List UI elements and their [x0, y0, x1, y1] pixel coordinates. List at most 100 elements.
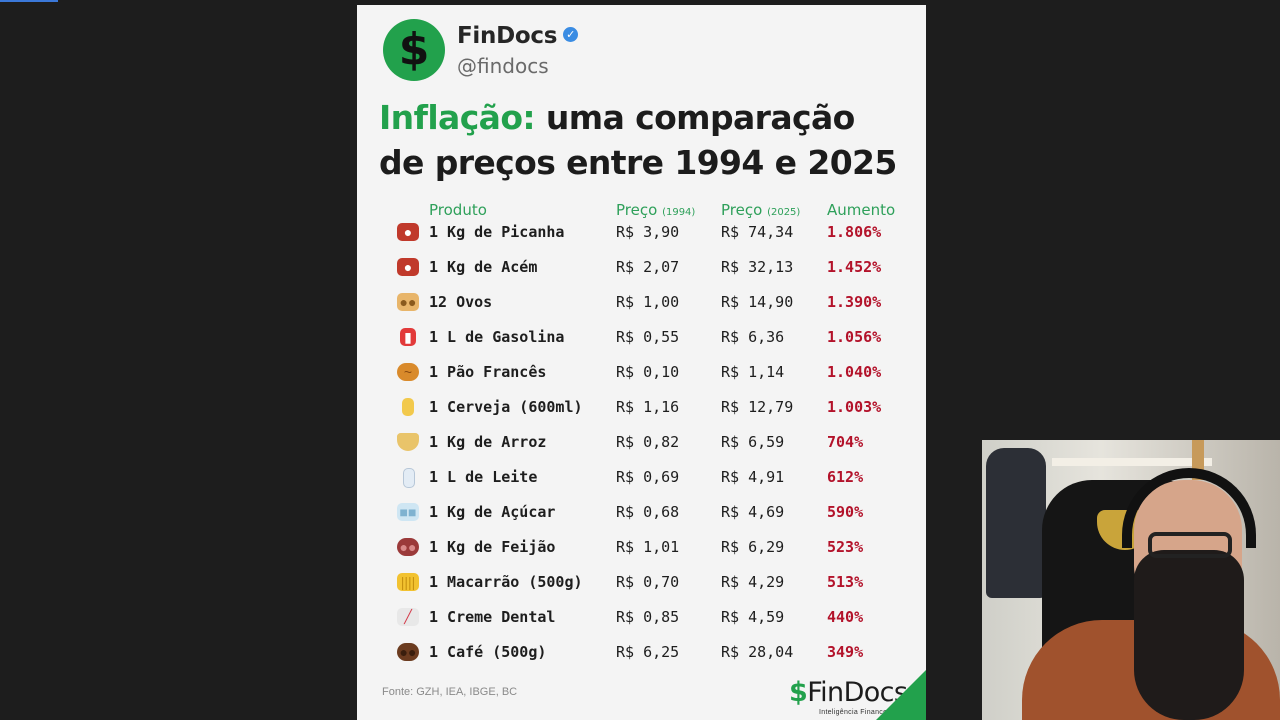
increase-percent: 612% — [827, 468, 864, 486]
sugar-cubes-icon: ■■ — [397, 503, 419, 521]
title-highlight: Inflação: — [379, 98, 536, 137]
price-1994: R$ 0,10 — [616, 363, 680, 381]
header-product: Produto — [429, 201, 487, 219]
webcam-overlay — [982, 440, 1280, 720]
beans-icon: ●● — [397, 538, 419, 556]
price-1994: R$ 0,68 — [616, 503, 680, 521]
product-name: 1 Kg de Feijão — [429, 538, 556, 556]
meat-icon: ● — [397, 223, 419, 241]
increase-percent: 349% — [827, 643, 864, 661]
bread-icon: ~ — [397, 363, 419, 381]
increase-percent: 1.040% — [827, 363, 882, 381]
table-row: ●● 1 Café (500g) R$ 6,25 R$ 28,04 349% — [357, 639, 926, 669]
price-1994: R$ 3,90 — [616, 223, 680, 241]
account-name[interactable]: FinDocs ✓ — [457, 23, 579, 49]
price-2025: R$ 6,59 — [721, 433, 785, 451]
fuel-pump-icon: ▮ — [400, 328, 416, 346]
table-row: |||| 1 Macarrão (500g) R$ 0,70 R$ 4,29 5… — [357, 569, 926, 599]
price-2025: R$ 74,34 — [721, 223, 794, 241]
header-price-1994-year: (1994) — [662, 207, 696, 218]
beer-icon — [402, 398, 414, 416]
price-2025: R$ 4,59 — [721, 608, 785, 626]
product-name: 1 Café (500g) — [429, 643, 547, 661]
brand-tagline: Inteligência Financeira — [819, 709, 896, 716]
product-name: 1 L de Gasolina — [429, 328, 565, 346]
table-row: 1 Cerveja (600ml) R$ 1,16 R$ 12,79 1.003… — [357, 394, 926, 424]
table-row: 1 L de Leite R$ 0,69 R$ 4,91 612% — [357, 464, 926, 494]
page-title: Inflação: uma comparação de preços entre… — [379, 95, 919, 185]
table-row: ● 1 Kg de Picanha R$ 3,90 R$ 74,34 1.806… — [357, 219, 926, 249]
increase-percent: 590% — [827, 503, 864, 521]
price-2025: R$ 32,13 — [721, 258, 794, 276]
webcam-person-beard — [1134, 550, 1244, 720]
price-2025: R$ 4,69 — [721, 503, 785, 521]
table-row: ▮ 1 L de Gasolina R$ 0,55 R$ 6,36 1.056% — [357, 324, 926, 354]
increase-percent: 440% — [827, 608, 864, 626]
increase-percent: 1.390% — [827, 293, 882, 311]
price-1994: R$ 0,70 — [616, 573, 680, 591]
table-row: ╱ 1 Creme Dental R$ 0,85 R$ 4,59 440% — [357, 604, 926, 634]
price-1994: R$ 6,25 — [616, 643, 680, 661]
header-price-2025-year: (2025) — [767, 207, 801, 218]
price-2025: R$ 28,04 — [721, 643, 794, 661]
title-line1-rest: uma comparação — [535, 98, 855, 137]
table-row: ●● 1 Kg de Feijão R$ 1,01 R$ 6,29 523% — [357, 534, 926, 564]
meat-icon: ● — [397, 258, 419, 276]
product-name: 1 Kg de Açúcar — [429, 503, 556, 521]
header-price-1994-label: Preço — [616, 201, 658, 219]
toothpaste-icon: ╱ — [397, 608, 419, 626]
price-1994: R$ 0,85 — [616, 608, 680, 626]
dollar-icon: $ — [789, 677, 808, 708]
product-name: 1 Cerveja (600ml) — [429, 398, 583, 416]
price-2025: R$ 6,29 — [721, 538, 785, 556]
price-2025: R$ 14,90 — [721, 293, 794, 311]
table-row: ● 1 Kg de Acém R$ 2,07 R$ 32,13 1.452% — [357, 254, 926, 284]
product-name: 1 L de Leite — [429, 468, 538, 486]
table-row: ~ 1 Pão Francês R$ 0,10 R$ 1,14 1.040% — [357, 359, 926, 389]
product-name: 1 Macarrão (500g) — [429, 573, 583, 591]
header-price-2025-label: Preço — [721, 201, 763, 219]
increase-percent: 704% — [827, 433, 864, 451]
product-name: 12 Ovos — [429, 293, 493, 311]
price-2025: R$ 4,91 — [721, 468, 785, 486]
table-row: ●● 12 Ovos R$ 1,00 R$ 14,90 1.390% — [357, 289, 926, 319]
product-name: 1 Creme Dental — [429, 608, 556, 626]
coffee-bean-icon: ●● — [397, 643, 419, 661]
header-increase: Aumento — [827, 201, 896, 219]
pasta-icon: |||| — [397, 573, 419, 591]
increase-percent: 513% — [827, 573, 864, 591]
price-1994: R$ 2,07 — [616, 258, 680, 276]
source-note: Fonte: GZH, IEA, IBGE, BC — [382, 686, 518, 698]
eggs-icon: ●● — [397, 293, 419, 311]
webcam-figurine — [986, 448, 1046, 598]
price-2025: R$ 1,14 — [721, 363, 785, 381]
price-1994: R$ 0,82 — [616, 433, 680, 451]
increase-percent: 1.056% — [827, 328, 882, 346]
corner-decoration — [876, 670, 926, 720]
price-1994: R$ 1,01 — [616, 538, 680, 556]
price-1994: R$ 0,69 — [616, 468, 680, 486]
product-name: 1 Kg de Arroz — [429, 433, 547, 451]
product-name: 1 Kg de Acém — [429, 258, 538, 276]
infographic-card: $ FinDocs ✓ @findocs Inflação: uma compar… — [357, 5, 926, 720]
title-line2: de preços entre 1994 e 2025 — [379, 143, 897, 182]
price-2025: R$ 6,36 — [721, 328, 785, 346]
price-1994: R$ 1,00 — [616, 293, 680, 311]
price-1994: R$ 0,55 — [616, 328, 680, 346]
avatar[interactable]: $ — [383, 19, 445, 81]
webcam-shelf — [1052, 458, 1212, 466]
top-accent-bar — [0, 0, 58, 2]
increase-percent: 1.452% — [827, 258, 882, 276]
header-price-2025: Preço (2025) — [721, 201, 800, 219]
header-price-1994: Preço (1994) — [616, 201, 695, 219]
account-handle[interactable]: @findocs — [457, 54, 549, 78]
table-row: 1 Kg de Arroz R$ 0,82 R$ 6,59 704% — [357, 429, 926, 459]
increase-percent: 1.003% — [827, 398, 882, 416]
product-name: 1 Kg de Picanha — [429, 223, 565, 241]
increase-percent: 523% — [827, 538, 864, 556]
product-name: 1 Pão Francês — [429, 363, 547, 381]
account-name-text: FinDocs — [457, 23, 558, 49]
table-row: ■■ 1 Kg de Açúcar R$ 0,68 R$ 4,69 590% — [357, 499, 926, 529]
price-2025: R$ 4,29 — [721, 573, 785, 591]
rice-bowl-icon — [397, 433, 419, 451]
